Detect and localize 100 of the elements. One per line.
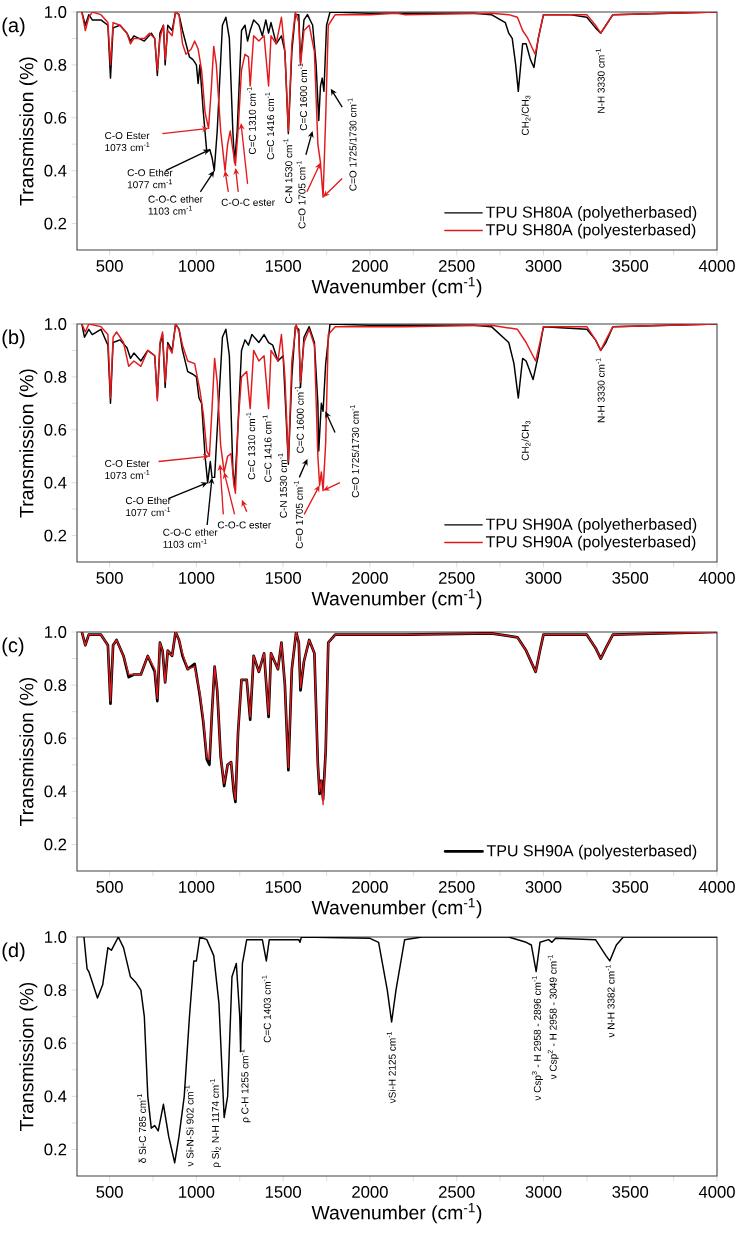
annotation: ρ Si$_{2}$ N-H 1174 cm$^{-1}$ — [210, 1079, 221, 1168]
x-tick-label: 1000 — [179, 1186, 215, 1198]
annotation: C=O 1705 cm$^{-1}$ — [293, 480, 303, 549]
x-tick-label: 3500 — [612, 881, 649, 893]
annotation: ρ C-H 1255 cm$^{-1}$ — [239, 1049, 251, 1123]
y-tick-label: 0.6 — [44, 1037, 67, 1050]
annotation: C=C 1403 cm$^{-1}$ — [261, 975, 271, 1043]
legend-label: TPU SH90A (polyetherbased) — [485, 518, 697, 533]
y-tick-label: 0.2 — [44, 838, 67, 851]
y-tick-label: 0.4 — [44, 476, 67, 489]
x-axis-title: Wavenumber (cm$^{-1}$) — [311, 898, 482, 919]
y-axis-title: Transmission (%) — [19, 982, 38, 1131]
x-tick-label: 500 — [96, 881, 123, 893]
annotation: N-H 3330 cm$^{-1}$ — [595, 358, 605, 423]
annotation: δ Si-C 785 cm$^{-1}$ — [137, 1094, 147, 1163]
y-tick-label: 0.4 — [44, 785, 67, 798]
chart-title: (c) — [2, 637, 24, 657]
x-tick-label: 2500 — [439, 1186, 475, 1198]
x-tick-label: 2000 — [352, 1186, 388, 1198]
y-tick-label: 0.4 — [44, 164, 67, 177]
annotation: C-O-C ester — [221, 198, 275, 206]
y-tick-label: 1.0 — [45, 318, 67, 330]
annotation: C=C 1600 cm$^{-1}$ — [298, 63, 308, 131]
x-tick-label: 2000 — [352, 260, 388, 272]
chart-title: (a) — [2, 17, 25, 37]
x-tick-label: 2000 — [352, 572, 388, 584]
legend-label: TPU SH90A (polyesterbased) — [485, 535, 696, 551]
x-tick-label: 1500 — [265, 572, 302, 584]
annotation: C=O 1725/1730 cm$^{-1}$ — [347, 98, 357, 191]
annotation: ν N-H 3382 cm$^{-1}$ — [605, 964, 615, 1038]
y-tick-label: 0.6 — [44, 732, 67, 745]
annotation: N-H 3330 cm$^{-1}$ — [595, 48, 605, 113]
y-tick-label: 0.8 — [44, 371, 67, 383]
x-tick-label: 4000 — [698, 881, 735, 893]
y-tick-label: 0.4 — [44, 1090, 67, 1103]
annotation: C=C 1310 cm$^{-1}$ — [246, 87, 256, 155]
x-tick-label: 4000 — [698, 572, 735, 584]
y-tick-label: 0.2 — [44, 529, 67, 542]
x-tick-label: 1500 — [265, 1186, 302, 1198]
annotation: C-N 1530 cm$^{-1}$ — [278, 453, 287, 518]
annotation: C=O 1705 cm$^{-1}$ — [296, 161, 306, 229]
x-tick-label: 500 — [96, 260, 123, 272]
x-tick-label: 1000 — [179, 572, 215, 584]
y-tick-label: 1.0 — [45, 931, 67, 943]
annotation: ν Si-N-Si 902 cm$^{-1}$ — [184, 1085, 194, 1167]
annotation: C-N 1530 cm$^{-1}$ — [283, 138, 293, 204]
x-axis-title: Wavenumber (cm$^{-1}$) — [311, 276, 482, 298]
annotation: CH$_{2}$/CH$_{3}$ — [521, 95, 531, 136]
x-tick-label: 4000 — [698, 260, 735, 272]
y-tick-label: 0.8 — [44, 984, 67, 997]
annotation: ν Csp$^{3}$ - H 2958 - 2896 cm$^{-1}$ — [531, 976, 543, 1101]
x-tick-label: 2500 — [439, 260, 475, 272]
annotation: C=C 1310 cm$^{-1}$ — [246, 412, 256, 480]
y-tick-label: 0.2 — [44, 217, 67, 230]
annotation: CH$_{2}$/CH$_{3}$ — [521, 420, 531, 461]
x-tick-label: 3000 — [525, 260, 562, 272]
annotation: C-O Ether 1077 cm$^{-1}$ — [125, 496, 171, 517]
annotation: C-O Ester 1073 cm$^{-1}$ — [105, 459, 150, 479]
y-axis-title: Transmission (%) — [19, 369, 38, 518]
x-tick-label: 3000 — [525, 881, 562, 893]
y-tick-label: 0.6 — [44, 423, 67, 436]
annotation: C-O-C ether 1103 cm$^{-1}$ — [163, 528, 218, 548]
annotation: C=C 1416 cm$^{-1}$ — [265, 92, 275, 160]
y-tick-label: 0.8 — [44, 679, 67, 692]
y-tick-label: 1.0 — [45, 626, 67, 638]
annotation: ν Csp$^{2}$ - H 2958 - 3049 cm$^{-1}$ — [547, 954, 559, 1080]
x-tick-label: 2000 — [352, 881, 388, 893]
y-axis-title: Transmission (%) — [19, 677, 38, 826]
x-tick-label: 3500 — [612, 260, 649, 272]
annotation: C-O-C ester — [217, 521, 272, 529]
legend-label: TPU SH80A (polyetherbased) — [485, 206, 697, 221]
x-tick-label: 4000 — [698, 1186, 735, 1198]
x-tick-label: 1500 — [265, 881, 302, 893]
chart-title: (d) — [2, 942, 25, 962]
y-tick-label: 1.0 — [45, 6, 67, 18]
x-tick-label: 1000 — [179, 881, 215, 893]
annotation: C-O-C ether 1103 cm$^{-1}$ — [148, 195, 203, 215]
x-tick-label: 3000 — [525, 572, 562, 584]
x-axis-title: Wavenumber (cm$^{-1}$) — [311, 1203, 482, 1224]
x-tick-label: 3500 — [612, 1186, 649, 1198]
annotation: C-O Ether 1077 cm$^{-1}$ — [127, 168, 173, 189]
legend-label: TPU SH80A (polyesterbased) — [485, 223, 696, 239]
x-tick-label: 1500 — [265, 260, 302, 272]
annotation: C=O 1725/1730 cm$^{-1}$ — [350, 404, 359, 498]
annotation: νSi-H 2125 cm$^{-1}$ — [386, 1031, 396, 1104]
x-axis-title: Wavenumber (cm$^{-1}$) — [311, 588, 482, 610]
annotation: C=C 1416 cm$^{-1}$ — [262, 415, 272, 482]
annotation: C=C 1600 cm$^{-1}$ — [294, 386, 304, 453]
x-tick-label: 500 — [96, 1186, 123, 1198]
x-tick-label: 500 — [96, 572, 123, 584]
annotation: C-O Ester 1073 cm$^{-1}$ — [105, 132, 150, 152]
legend-label: TPU SH90A (polyesterbased) — [486, 844, 697, 860]
x-tick-label: 1000 — [179, 260, 215, 272]
y-tick-label: 0.2 — [44, 1143, 67, 1156]
y-tick-label: 0.8 — [44, 59, 67, 71]
y-tick-label: 0.6 — [44, 111, 67, 124]
y-axis-title: Transmission (%) — [19, 57, 38, 206]
x-tick-label: 3000 — [525, 1186, 562, 1198]
x-tick-label: 3500 — [612, 572, 649, 584]
chart-title: (b) — [2, 329, 25, 349]
